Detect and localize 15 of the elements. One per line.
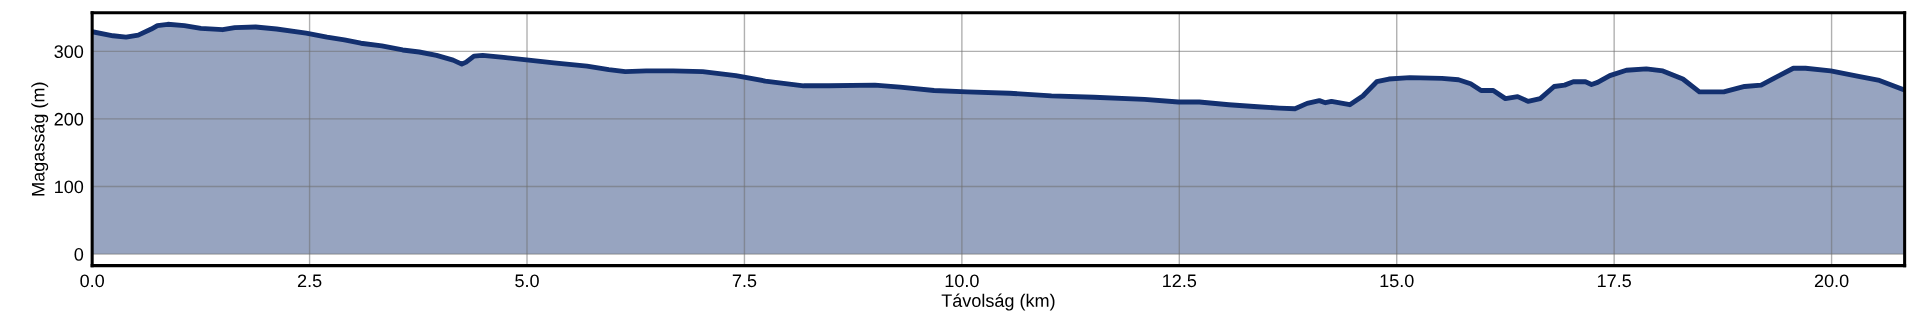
y-tick-label: 200 [54,112,84,126]
y-axis-title: Magasság (m) [31,82,49,196]
y-tick-label: 0 [74,248,84,261]
x-tick-label: 20.0 [1814,274,1849,288]
y-tick-label: 300 [54,45,84,59]
x-tick-label: 7.5 [732,274,757,288]
x-axis-title: Távolság (km) [941,293,1055,311]
x-tick-label: 17.5 [1597,274,1631,288]
x-tick-label: 15.0 [1380,274,1414,288]
x-tick-label: 2.5 [297,274,322,288]
x-tick-label: 12.5 [1163,274,1197,288]
x-tick-label: 5.0 [515,274,539,288]
x-tick-label: 0.0 [80,274,104,288]
y-tick-label: 100 [55,180,84,194]
x-tick-label: 10.0 [945,274,979,288]
